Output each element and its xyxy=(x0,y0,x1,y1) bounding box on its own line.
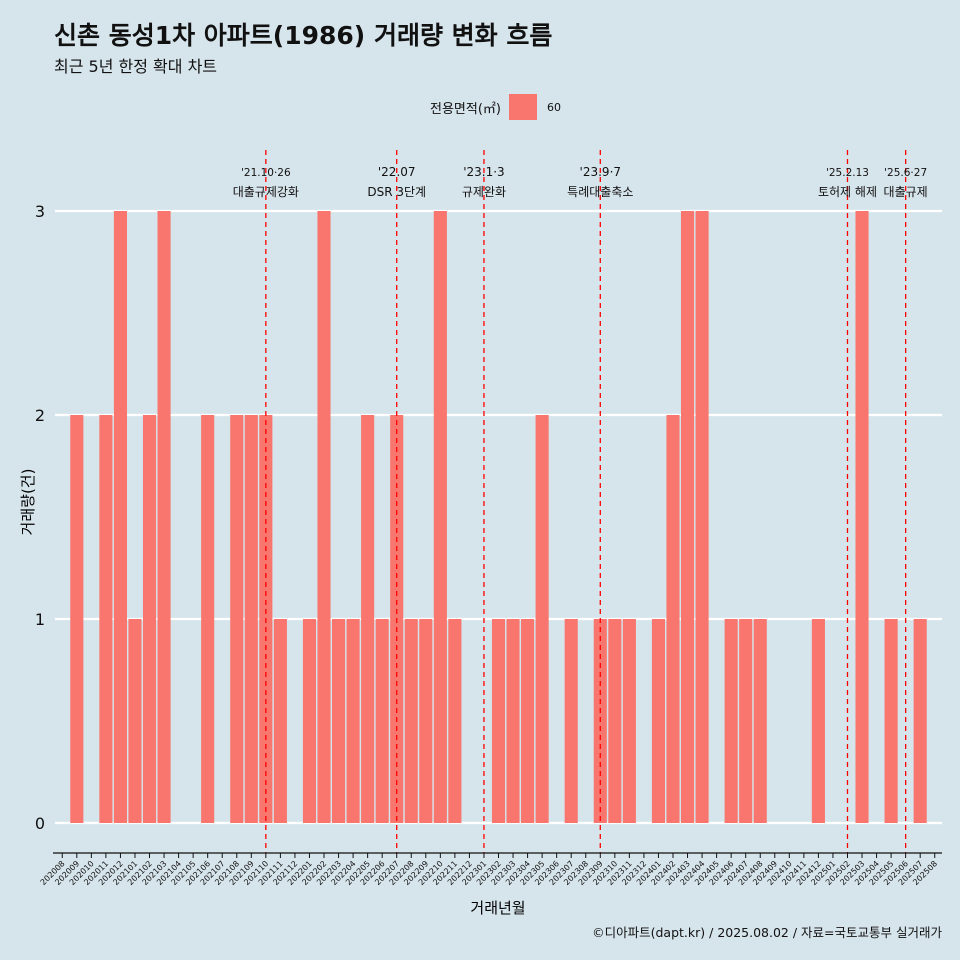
bar xyxy=(521,619,535,823)
bar xyxy=(70,415,84,823)
bar xyxy=(302,619,317,823)
bar xyxy=(244,415,258,823)
annotation-label: 대출규제 xyxy=(884,185,928,199)
bar xyxy=(346,619,360,823)
annotations: '21.10·26 대출규제강화 '22.07 DSR 3단계 '23.1·3 규제완화 '… xyxy=(233,150,928,853)
bar xyxy=(491,619,506,823)
annotation-date: '23.9·7 xyxy=(580,165,621,179)
bar xyxy=(404,619,418,823)
y-tick-label: 2 xyxy=(35,406,45,425)
legend-title: 전용면적(㎡) xyxy=(430,101,501,117)
y-axis: 0 1 2 3 xyxy=(35,202,45,833)
chart-title: 신촌 동성1차 아파트(1986) 거래량 변화 흐름 xyxy=(54,21,553,50)
bar xyxy=(419,619,433,823)
legend: 전용면적(㎡) 60 xyxy=(430,93,561,121)
bar xyxy=(157,211,171,823)
bar xyxy=(535,415,549,823)
bar xyxy=(201,415,215,823)
annotation-label: 토허제 해제 xyxy=(818,185,877,199)
annotation-date: '21.10·26 xyxy=(241,167,291,179)
annotation-date: '22.07 xyxy=(378,165,416,179)
bar xyxy=(855,211,869,823)
legend-swatch xyxy=(508,94,537,120)
y-tick-label: 1 xyxy=(35,610,45,629)
legend-label: 60 xyxy=(546,100,561,114)
bar xyxy=(128,619,142,823)
source-caption: ©디아파트(dapt.kr) / 2025.08.02 / 자료=국토교통부 실… xyxy=(592,925,942,940)
bar xyxy=(506,619,520,823)
bar xyxy=(884,619,898,823)
y-tick-label: 3 xyxy=(35,202,45,221)
bar xyxy=(622,619,636,823)
annotation-label: 규제완화 xyxy=(462,185,506,199)
bar xyxy=(375,619,389,823)
y-tick-label: 0 xyxy=(35,814,45,833)
bars xyxy=(70,211,927,823)
bar xyxy=(695,211,709,823)
bar xyxy=(113,211,127,823)
y-axis-title: 거래량(건) xyxy=(19,469,37,536)
bar xyxy=(361,415,375,823)
chart-subtitle: 최근 5년 한정 확대 차트 xyxy=(54,57,218,76)
bar xyxy=(273,619,287,823)
x-axis-title: 거래년월 xyxy=(470,899,525,917)
bar xyxy=(680,211,695,823)
annotation-label: 대출규제강화 xyxy=(233,185,299,199)
bar xyxy=(433,211,447,823)
bar xyxy=(332,619,346,823)
bar xyxy=(753,619,767,823)
bar xyxy=(739,619,753,823)
annotation-date: '25.2.13 xyxy=(826,167,869,179)
bar xyxy=(724,619,738,823)
annotation-label: DSR 3단계 xyxy=(367,185,426,199)
bar xyxy=(666,415,680,823)
bar xyxy=(811,619,825,823)
x-axis: 2020082020092020102020112020122021012021… xyxy=(39,852,942,887)
annotation-date: '25.6·27 xyxy=(884,167,927,179)
bar xyxy=(564,619,578,823)
annotation-date: '23.1·3 xyxy=(463,165,504,179)
bar xyxy=(608,619,622,823)
bar xyxy=(913,619,927,823)
bar xyxy=(230,415,244,823)
bar xyxy=(142,415,157,823)
bar xyxy=(317,211,331,823)
annotation-label: 특례대출축소 xyxy=(567,185,633,199)
bar xyxy=(99,415,113,823)
bar xyxy=(448,619,462,823)
bar xyxy=(651,619,665,823)
